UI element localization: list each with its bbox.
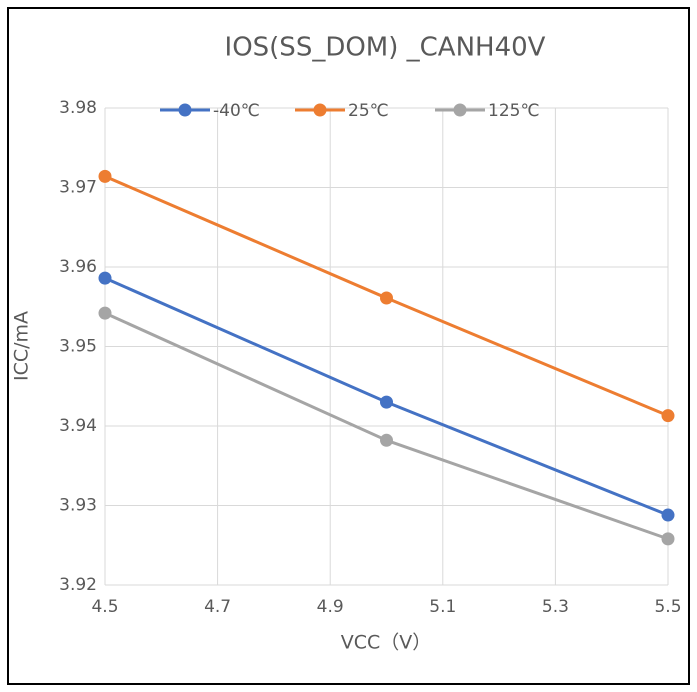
y-tick-label: 3.94 — [59, 416, 97, 436]
y-tick-label: 3.92 — [59, 575, 97, 595]
y-tick-label: 3.93 — [59, 496, 97, 516]
x-tick-label: 4.5 — [91, 597, 118, 617]
chart-title: IOS(SS_DOM) _CANH40V — [225, 33, 546, 63]
data-point — [380, 433, 393, 447]
data-point — [661, 508, 675, 522]
data-point — [380, 291, 393, 305]
y-tick-label: 3.97 — [59, 178, 97, 198]
y-tick-label: 3.96 — [59, 257, 97, 277]
legend-label: 25℃ — [348, 101, 389, 121]
data-point — [380, 395, 393, 409]
data-point — [98, 271, 112, 285]
legend-label: 125℃ — [488, 101, 540, 121]
data-point — [98, 169, 112, 183]
x-tick-label: 5.3 — [542, 597, 569, 617]
x-axis-label: VCC（V） — [341, 632, 432, 654]
x-tick-label: 4.7 — [204, 597, 231, 617]
legend-label: -40℃ — [213, 101, 260, 121]
legend-marker — [313, 103, 327, 117]
legend-marker — [453, 103, 467, 117]
y-axis-label: ICC/mA — [11, 311, 33, 381]
y-tick-label: 3.95 — [59, 337, 97, 357]
data-point — [661, 532, 675, 546]
data-point — [661, 409, 675, 423]
data-point — [98, 306, 112, 320]
x-tick-label: 4.9 — [317, 597, 344, 617]
x-tick-label: 5.5 — [654, 597, 681, 617]
legend-marker — [178, 103, 192, 117]
y-tick-label: 3.98 — [59, 98, 97, 118]
x-tick-label: 5.1 — [429, 597, 456, 617]
